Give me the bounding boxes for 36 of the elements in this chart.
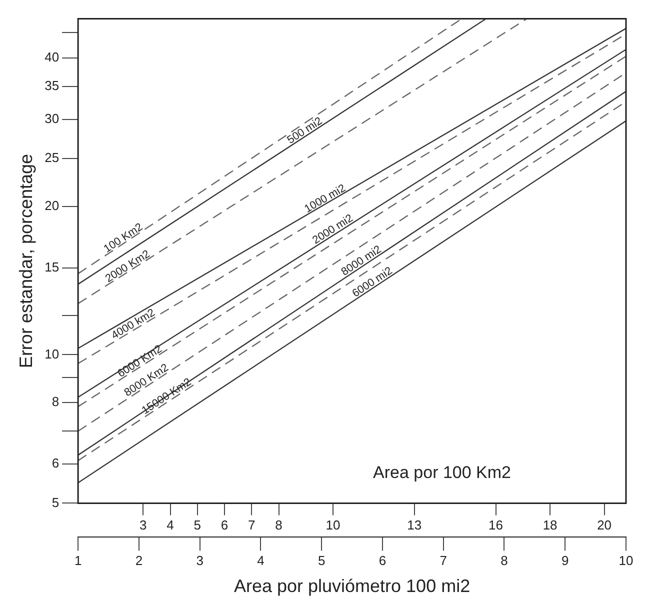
x-tick-label: 7 xyxy=(440,553,447,568)
y-tick-label: 5 xyxy=(52,494,60,510)
x-tick-label: 6 xyxy=(378,553,386,568)
y-tick-label: 10 xyxy=(44,346,60,362)
x-tick-label: 8 xyxy=(500,553,508,568)
y-tick-label: 20 xyxy=(44,198,60,213)
y-axis-title: Error estandar, porcentage xyxy=(16,154,36,368)
x-tick-label: 1 xyxy=(74,553,82,568)
x2-tick-label: 18 xyxy=(542,518,558,533)
x2-tick-label: 8 xyxy=(275,518,282,533)
y-tick-label: 6 xyxy=(52,456,60,471)
x-axis-title: Area por pluviómetro 100 mi2 xyxy=(234,576,470,596)
y-tick-label: 30 xyxy=(44,111,60,126)
annotation: 500 mi2 xyxy=(285,115,325,147)
x2-tick-label: 6 xyxy=(220,518,228,533)
x-tick-label: 4 xyxy=(257,553,264,568)
x2-tick-label: 7 xyxy=(248,518,256,533)
y-tick-label: 15 xyxy=(44,259,60,274)
x-tick-label: 3 xyxy=(196,553,204,568)
x-tick-label: 5 xyxy=(318,553,326,568)
x2-tick-label: 3 xyxy=(140,518,147,533)
x2-tick-label: 20 xyxy=(597,518,612,533)
x2-tick-label: 4 xyxy=(166,518,174,533)
y-tick-label: 25 xyxy=(44,150,60,166)
x2-tick-label: 10 xyxy=(326,518,340,533)
x-tick-label: 10 xyxy=(618,553,634,568)
x-tick-label: 9 xyxy=(562,553,569,568)
x2-tick-label: 16 xyxy=(488,518,504,533)
y-tick-label: 35 xyxy=(44,78,60,94)
y-tick-label: 8 xyxy=(52,394,60,410)
annotation: 4000 km2 xyxy=(110,306,158,342)
x2-tick-label: 13 xyxy=(407,518,422,533)
y-tick-label: 40 xyxy=(44,49,60,64)
x2-axis-title: Area por 100 Km2 xyxy=(373,462,512,482)
x-tick-label: 2 xyxy=(135,553,143,568)
x2-tick-label: 5 xyxy=(194,518,202,533)
